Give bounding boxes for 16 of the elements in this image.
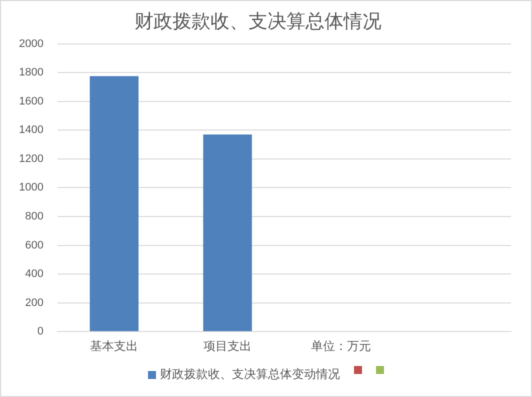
y-tick-label: 1800 <box>18 66 44 79</box>
y-tick-label: 800 <box>25 210 44 223</box>
y-tick-label: 0 <box>37 326 44 338</box>
x-tick-label: 单位：万元 <box>310 339 371 354</box>
y-tick-label: 1000 <box>18 182 44 194</box>
legend-label: 财政拨款收、支决算总体变动情况 <box>160 366 340 383</box>
chart-title: 财政拨款收、支决算总体情况 <box>134 12 382 33</box>
y-tick-label: 200 <box>25 296 44 309</box>
y-tick-label: 1600 <box>18 95 44 108</box>
y-tick-label: 400 <box>25 268 44 280</box>
y-tick-label: 2000 <box>18 38 44 50</box>
x-tick-label: 基本支出 <box>90 339 138 354</box>
y-tick-label: 600 <box>25 239 44 252</box>
x-tick-label: 项目支出 <box>204 339 252 354</box>
y-tick-label: 1200 <box>18 152 44 165</box>
y-tick-label: 1400 <box>18 124 44 136</box>
